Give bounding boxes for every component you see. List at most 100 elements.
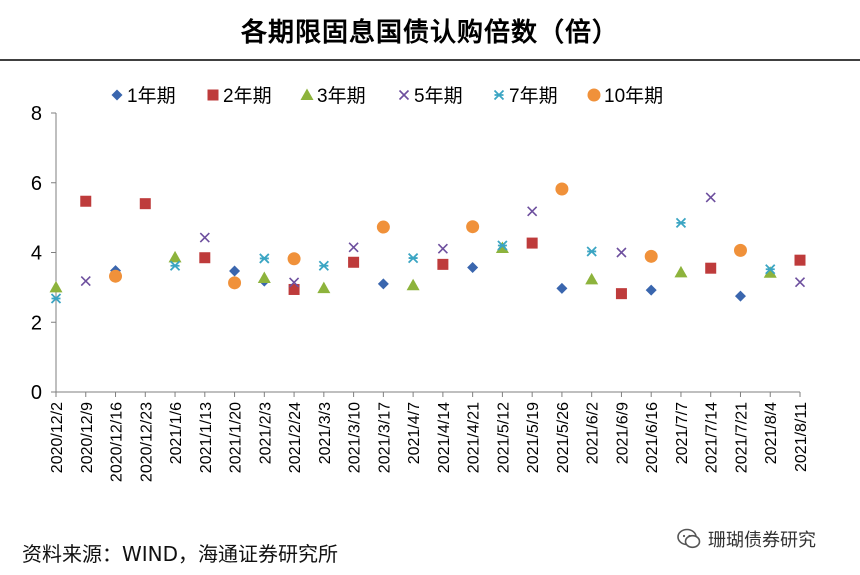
point-s10-2: [109, 269, 123, 283]
point-s10-23: [733, 243, 747, 257]
point-s2-25: [794, 254, 806, 266]
point-s2-13: [437, 258, 449, 270]
point-s5-10: [348, 242, 359, 253]
point-s5-19: [616, 247, 627, 258]
x-tick-label: 2021/3/10: [347, 402, 364, 473]
point-s3-4: [168, 250, 182, 263]
point-s3-0: [49, 280, 63, 293]
x-tick-label: 2021/7/21: [733, 402, 750, 473]
point-s7-12: [407, 252, 419, 264]
point-s5-5: [199, 232, 210, 243]
point-s10-11: [376, 220, 390, 234]
x-tick-label: 2021/1/13: [198, 402, 215, 473]
x-tick-label: 2020/12/23: [138, 402, 155, 482]
x-tick-label: 2021/1/20: [228, 402, 245, 473]
x-tick-label: 2020/12/9: [79, 402, 96, 473]
point-s3-7: [257, 271, 271, 283]
point-s5-1: [80, 276, 91, 287]
point-s5-16: [527, 206, 538, 217]
point-s1-6: [229, 265, 241, 277]
point-s2-22: [705, 262, 717, 274]
point-s7-0: [50, 293, 62, 304]
x-tick-label: 2021/6/16: [644, 402, 661, 473]
x-tick-label: 2021/5/12: [495, 402, 512, 473]
point-s3-12: [406, 278, 420, 291]
point-s2-3: [139, 198, 151, 210]
point-s1-23: [734, 290, 746, 302]
point-s5-8: [289, 277, 300, 288]
legend-label-s3: 3年期: [317, 85, 366, 107]
title-bar: 各期限固息国债认购倍数（倍）: [0, 0, 860, 60]
point-s5-13: [437, 243, 448, 254]
point-s1-11: [377, 278, 389, 290]
point-s5-22: [705, 192, 716, 203]
point-s7-9: [318, 260, 329, 271]
legend-marker-s3: [300, 88, 314, 100]
point-s2-5: [199, 252, 211, 264]
watermark-text: 珊瑚债券研究: [708, 530, 816, 551]
x-tick-label: 2021/4/7: [406, 402, 423, 464]
legend-marker-s7: [493, 89, 505, 101]
y-tick-label: 4: [31, 243, 42, 265]
x-tick-label: 2021/6/9: [614, 402, 631, 464]
y-tick-label: 2: [31, 312, 42, 334]
point-s10-8: [287, 252, 301, 266]
point-s2-1: [80, 195, 92, 207]
legend-label-s1: 1年期: [127, 85, 176, 107]
legend-marker-s10: [587, 88, 601, 102]
watermark: 珊瑚债券研究: [676, 526, 816, 552]
x-tick-label: 2020/12/2: [49, 402, 66, 473]
point-s3-18: [585, 272, 599, 285]
wechat-icon: [677, 528, 701, 549]
legend-label-s5: 5年期: [414, 85, 463, 107]
x-tick-label: 2020/12/16: [109, 402, 126, 482]
point-s7-4: [169, 260, 181, 271]
x-tick-label: 2021/4/14: [436, 402, 453, 473]
legend-marker-s2: [207, 89, 219, 101]
point-s10-17: [555, 182, 569, 196]
point-s1-20: [645, 284, 657, 296]
x-tick-label: 2021/5/26: [555, 402, 572, 473]
point-s7-18: [586, 246, 597, 257]
point-s10-6: [228, 276, 242, 290]
legend-marker-s5: [398, 89, 410, 101]
x-tick-label: 2021/1/6: [168, 402, 185, 464]
source-note: 资料来源：WIND，海通证券研究所: [22, 542, 339, 566]
point-s5-25: [794, 277, 806, 288]
point-s1-14: [467, 261, 479, 273]
point-s7-15: [497, 240, 508, 251]
x-tick-label: 2021/6/2: [585, 402, 602, 464]
x-tick-label: 2021/2/3: [257, 402, 274, 464]
x-tick-label: 2021/8/4: [763, 402, 780, 464]
x-tick-label: 2021/4/21: [466, 402, 483, 473]
point-s2-19: [615, 288, 627, 300]
x-tick-label: 2021/7/7: [674, 402, 691, 464]
point-s7-24: [765, 264, 776, 275]
point-s3-9: [317, 281, 331, 294]
point-s2-10: [348, 256, 360, 268]
point-s2-16: [526, 237, 538, 249]
point-s3-15: [495, 241, 509, 253]
legend-label-s7: 7年期: [509, 85, 558, 107]
point-s3-24: [763, 266, 777, 278]
point-s7-7: [259, 253, 270, 264]
chart-title: 各期限固息国债认购倍数（倍）: [240, 17, 619, 48]
point-s3-21: [674, 265, 688, 278]
x-tick-label: 2021/7/14: [704, 402, 721, 473]
point-s1-17: [556, 282, 568, 294]
x-tick-label: 2021/5/19: [525, 402, 542, 473]
x-tick-label: 2021/8/11: [793, 402, 810, 472]
y-tick-label: 0: [31, 382, 42, 404]
point-s10-20: [644, 249, 658, 263]
x-tick-label: 2021/2/24: [287, 402, 304, 473]
y-tick-label: 6: [31, 173, 42, 195]
legend-marker-s1: [111, 89, 123, 101]
x-tick-label: 2021/3/17: [376, 402, 393, 473]
point-s7-21: [675, 217, 687, 228]
point-s10-14: [466, 220, 480, 234]
legend-label-s10: 10年期: [604, 85, 663, 107]
point-s2-8: [288, 283, 300, 295]
x-tick-label: 2021/3/3: [317, 402, 334, 464]
